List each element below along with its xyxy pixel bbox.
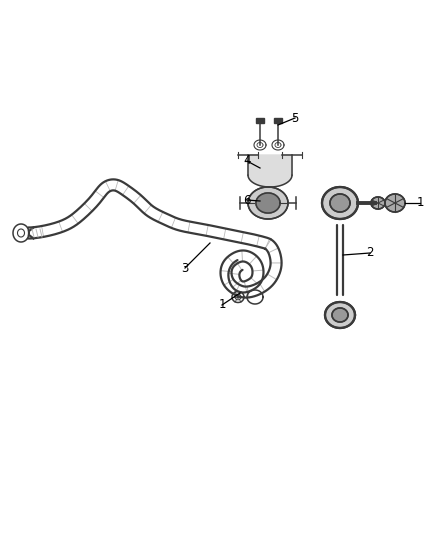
Polygon shape xyxy=(385,194,405,212)
Polygon shape xyxy=(371,197,385,209)
Text: 1: 1 xyxy=(218,298,226,311)
Bar xyxy=(256,118,264,123)
Polygon shape xyxy=(322,187,358,219)
Polygon shape xyxy=(248,187,288,219)
Text: 1: 1 xyxy=(416,197,424,209)
Text: 5: 5 xyxy=(291,111,299,125)
Polygon shape xyxy=(330,194,350,212)
Bar xyxy=(274,118,282,123)
Polygon shape xyxy=(256,193,280,213)
Text: 3: 3 xyxy=(181,262,189,274)
Polygon shape xyxy=(332,308,348,322)
Text: 2: 2 xyxy=(366,246,374,260)
Polygon shape xyxy=(248,155,292,187)
Text: 4: 4 xyxy=(243,155,251,167)
Polygon shape xyxy=(325,302,355,328)
Text: 6: 6 xyxy=(243,193,251,206)
